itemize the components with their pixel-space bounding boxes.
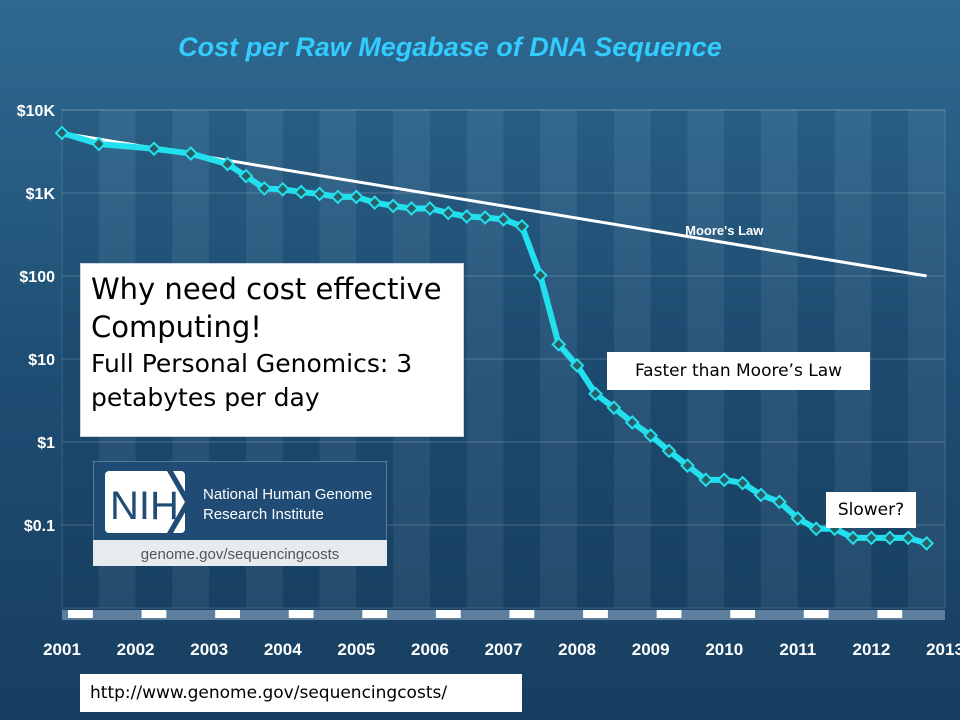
- data-point-marker: [643, 428, 659, 443]
- data-point-marker: [312, 186, 327, 202]
- x-tick-label: 2007: [485, 640, 523, 659]
- data-point-marker: [698, 472, 714, 488]
- data-point-marker: [440, 205, 456, 221]
- data-point-marker: [293, 184, 309, 200]
- data-point-marker: [735, 475, 751, 491]
- moores-law-label: Moore's Law: [685, 223, 764, 238]
- x-tick-label: 2004: [264, 640, 302, 659]
- grid-band: [503, 110, 541, 608]
- source-url-callout[interactable]: http://www.genome.gov/sequencingcosts/: [80, 674, 522, 712]
- x-axis-tick-mark: [877, 610, 903, 618]
- faster-callout: Faster than Moore’s Law: [607, 352, 870, 390]
- y-tick-label: $1: [37, 435, 55, 452]
- data-point-marker: [348, 189, 364, 205]
- chart-title: Cost per Raw Megabase of DNA Sequence: [178, 32, 722, 62]
- x-axis-tick-mark: [362, 610, 388, 618]
- x-tick-label: 2011: [779, 640, 816, 659]
- x-tick-label: 2001: [43, 640, 81, 659]
- x-tick-label: 2003: [190, 640, 228, 659]
- data-point-marker: [367, 195, 383, 211]
- x-tick-label: 2010: [705, 640, 743, 659]
- slower-callout: Slower?: [826, 492, 916, 528]
- nih-mark: NIH: [110, 484, 179, 528]
- why-line-4: petabytes per day: [91, 383, 320, 412]
- data-point-marker: [404, 201, 419, 216]
- x-tick-label: 2008: [558, 640, 596, 659]
- x-tick-label: 2009: [632, 640, 670, 659]
- data-point-marker: [496, 211, 511, 227]
- data-point-marker: [661, 443, 677, 459]
- x-axis-tick-mark: [215, 610, 240, 618]
- data-point-marker: [532, 267, 548, 283]
- y-tick-label: $0.1: [24, 518, 55, 535]
- data-point-marker: [716, 472, 732, 488]
- x-axis-tick-mark: [435, 610, 461, 618]
- x-axis-bar: [62, 610, 945, 620]
- data-point-marker: [753, 487, 769, 503]
- x-axis-tick-mark: [583, 610, 608, 618]
- x-tick-label: 2002: [117, 640, 155, 659]
- data-point-marker: [422, 201, 438, 216]
- x-tick-label: 2005: [337, 640, 375, 659]
- data-point-marker: [864, 530, 879, 546]
- grid-band: [466, 110, 504, 608]
- data-point-marker: [551, 336, 567, 352]
- x-axis-tick-mark: [288, 610, 314, 618]
- data-point-marker: [220, 156, 235, 172]
- data-point-marker: [514, 218, 530, 234]
- x-axis-tick-mark: [803, 610, 829, 618]
- x-axis-tick-mark: [509, 610, 535, 618]
- x-axis-tick-mark: [656, 610, 682, 618]
- data-point-marker: [330, 189, 346, 205]
- why-line-3: Full Personal Genomics: 3: [91, 349, 413, 378]
- data-point-marker: [845, 530, 861, 546]
- data-point-marker: [919, 535, 935, 551]
- data-point-marker: [459, 209, 475, 224]
- nih-logo: NIH National Human Genome Research Insti…: [93, 461, 387, 566]
- y-axis-ticks: $10K $1K $100 $10 $1 $0.1: [17, 103, 56, 535]
- data-point-marker: [91, 136, 107, 152]
- data-point-marker: [385, 198, 401, 214]
- data-point-marker: [477, 210, 493, 225]
- data-point-marker: [183, 146, 199, 161]
- data-point-marker: [275, 181, 291, 197]
- data-point-marker: [146, 141, 162, 157]
- y-tick-label: $1K: [26, 186, 56, 203]
- data-point-marker: [238, 168, 254, 184]
- data-point-marker: [569, 358, 585, 373]
- nih-name-line2: Research Institute: [203, 506, 324, 523]
- data-point-marker: [606, 400, 622, 416]
- x-axis-tick-mark: [68, 610, 93, 618]
- y-tick-label: $100: [19, 269, 55, 286]
- x-axis-tick-mark: [730, 610, 756, 618]
- x-tick-label: 2006: [411, 640, 449, 659]
- plot-area-border: [61, 109, 946, 609]
- nih-name-line1: National Human Genome: [203, 486, 372, 503]
- data-point-marker: [882, 530, 898, 546]
- y-tick-label: $10K: [17, 103, 56, 120]
- data-point-marker: [680, 458, 695, 473]
- y-tick-label: $10: [28, 352, 55, 369]
- why-line-1: Why need cost effective: [91, 272, 442, 306]
- data-point-marker: [772, 494, 787, 510]
- data-point-marker: [624, 415, 640, 430]
- why-line-2: Computing!: [91, 310, 262, 344]
- x-axis: 2001 2002 2003 2004 2005 2006 2007 2008 2009 2010…: [43, 610, 960, 659]
- data-point-marker: [54, 125, 70, 141]
- data-point-marker: [790, 511, 806, 526]
- data-point-marker: [900, 530, 916, 546]
- nih-url: genome.gov/sequencingcosts: [141, 546, 339, 563]
- data-point-marker: [256, 181, 272, 196]
- data-point-marker: [588, 386, 603, 402]
- data-point-marker: [808, 521, 824, 537]
- why-callout-box: Why need cost effective Computing! Full …: [80, 263, 464, 437]
- x-tick-label: 2013: [926, 640, 960, 659]
- x-tick-label: 2012: [853, 640, 891, 659]
- x-axis-tick-mark: [141, 610, 167, 618]
